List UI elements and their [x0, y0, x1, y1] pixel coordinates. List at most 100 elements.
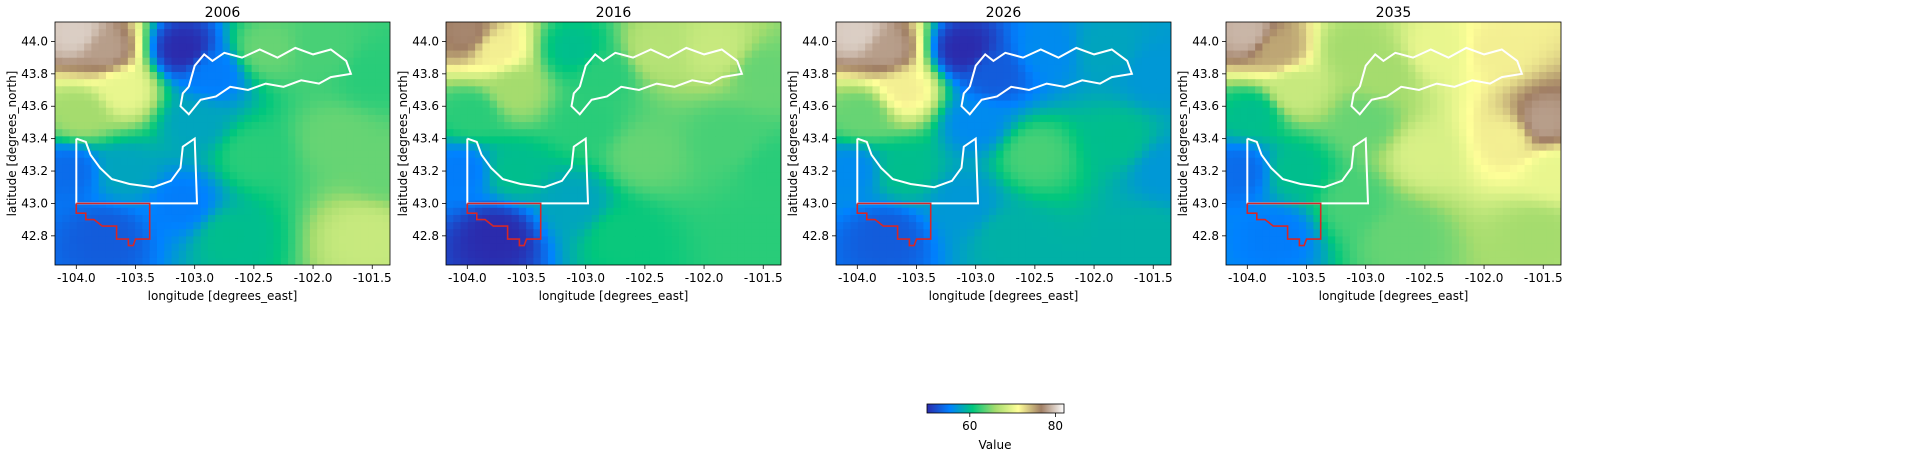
heatmap-cell: [1313, 36, 1322, 45]
heatmap-cell: [504, 43, 513, 52]
heatmap-cell: [1069, 64, 1077, 73]
heatmap-cell: [62, 243, 71, 252]
heatmap-cell: [952, 243, 961, 252]
heatmap-cell: [737, 36, 746, 45]
heatmap-cell: [562, 179, 571, 187]
x-tick-label: -102.0: [294, 271, 333, 285]
heatmap-cell: [577, 236, 585, 245]
heatmap-cell: [222, 164, 231, 173]
heatmap-cell: [937, 114, 946, 123]
heatmap-cell: [511, 157, 520, 166]
heatmap-cell: [759, 172, 768, 180]
heatmap-cell: [937, 172, 946, 180]
heatmap-cell: [1473, 36, 1482, 45]
heatmap-cell: [69, 43, 78, 52]
heatmap-cell: [1061, 257, 1070, 265]
heatmap-cell: [164, 100, 173, 109]
heatmap-cell: [766, 172, 775, 180]
heatmap-cell: [135, 57, 143, 66]
heatmap-cell: [288, 129, 296, 137]
heatmap-cell: [591, 222, 600, 230]
heatmap-cell: [664, 157, 673, 166]
heatmap-cell: [98, 150, 107, 159]
heatmap-cell: [178, 222, 187, 230]
heatmap-cell: [635, 29, 644, 37]
heatmap-cell: [1517, 36, 1526, 45]
heatmap-cell: [974, 64, 983, 73]
heatmap-cell: [715, 193, 724, 202]
boundary-outline-north: [570, 46, 744, 116]
heatmap-cell: [207, 64, 216, 73]
heatmap-cell: [945, 22, 954, 30]
heatmap-cell: [555, 129, 564, 137]
heatmap-cell: [715, 257, 724, 265]
heatmap-cell: [1298, 22, 1307, 30]
heatmap-cell: [273, 257, 282, 265]
heatmap-cell: [1069, 72, 1077, 80]
heatmap-cell: [879, 186, 888, 195]
heatmap-cell: [591, 143, 600, 152]
heatmap-cell: [317, 86, 326, 95]
heatmap-cell: [453, 157, 462, 166]
heatmap-cell: [879, 257, 888, 265]
heatmap-cell: [591, 93, 600, 102]
heatmap-cell: [120, 172, 129, 180]
heatmap-cell: [258, 250, 267, 259]
heatmap-cell: [1141, 207, 1150, 216]
heatmap-cell: [945, 72, 954, 80]
heatmap-cell: [1010, 136, 1019, 145]
heatmap-cell: [62, 193, 71, 202]
heatmap-cell: [55, 214, 63, 223]
heatmap-cell: [1069, 43, 1077, 52]
heatmap-cell: [375, 107, 384, 116]
heatmap-cell: [295, 57, 304, 66]
heatmap-cell: [324, 243, 333, 252]
heatmap-cell: [280, 136, 289, 145]
heatmap-cell: [700, 214, 709, 223]
heatmap-cell: [244, 186, 253, 195]
heatmap-cell: [562, 164, 571, 173]
heatmap-cell: [1120, 243, 1128, 252]
heatmap-cell: [916, 179, 924, 187]
heatmap-cell: [55, 29, 63, 37]
heatmap-cell: [518, 93, 527, 102]
heatmap-cell: [84, 50, 93, 59]
heatmap-cell: [368, 222, 377, 230]
heatmap-cell: [1018, 236, 1026, 245]
heatmap-cell: [360, 143, 369, 152]
heatmap-cell: [105, 79, 114, 87]
heatmap-cell: [930, 243, 939, 252]
heatmap-cell: [562, 257, 571, 265]
heatmap-cell: [577, 136, 585, 145]
heatmap-cell: [730, 250, 738, 259]
heatmap-cell: [930, 143, 939, 152]
heatmap-cell: [1480, 43, 1489, 52]
heatmap-cell: [62, 150, 71, 159]
heatmap-cell: [331, 214, 340, 223]
heatmap-cell: [671, 157, 680, 166]
heatmap-cell: [317, 136, 326, 145]
heatmap-cell: [295, 50, 304, 59]
heatmap-cell: [1120, 114, 1128, 123]
heatmap-cell: [237, 236, 245, 245]
heatmap-cell: [98, 114, 107, 123]
heatmap-cell: [105, 29, 114, 37]
heatmap-cell: [722, 64, 731, 73]
heatmap-cell: [207, 50, 216, 59]
heatmap-cell: [901, 243, 910, 252]
heatmap-cell: [98, 43, 107, 52]
heatmap-cell: [708, 136, 717, 145]
heatmap-cell: [569, 79, 578, 87]
heatmap-cell: [1156, 93, 1165, 102]
heatmap-cell: [562, 186, 571, 195]
heatmap-cell: [693, 172, 702, 180]
heatmap-cell: [127, 257, 136, 265]
heatmap-cell: [237, 29, 245, 37]
heatmap-cell: [1076, 129, 1085, 137]
heatmap-cell: [62, 57, 71, 66]
heatmap-cell: [569, 136, 578, 145]
heatmap-cell: [628, 22, 636, 30]
heatmap-cell: [475, 243, 484, 252]
heatmap-cell: [635, 157, 644, 166]
heatmap-cell: [722, 172, 731, 180]
